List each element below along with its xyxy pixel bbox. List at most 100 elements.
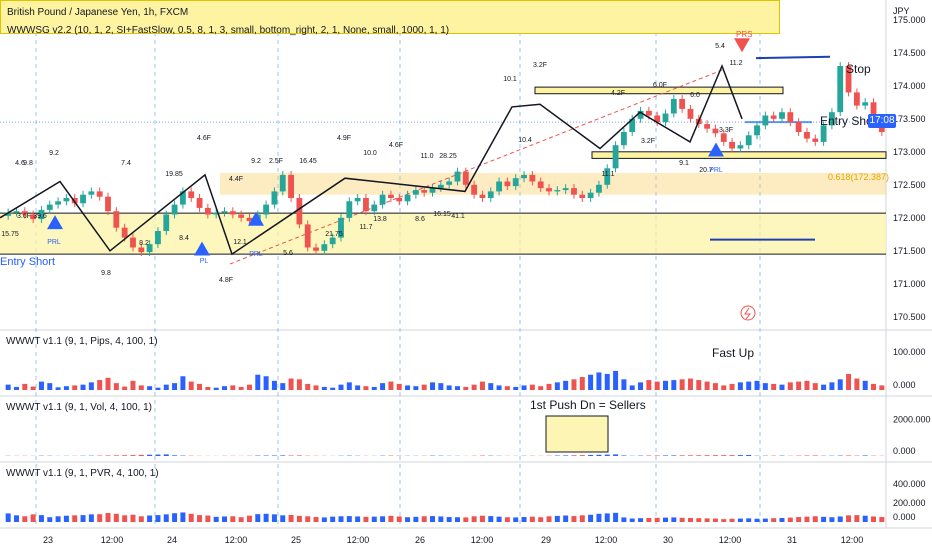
candle-body: [205, 208, 211, 215]
fib-zone: [220, 173, 886, 195]
pips-bar: [463, 387, 468, 390]
pvr-bar: [438, 516, 443, 522]
candle-body: [779, 112, 785, 119]
pips-bar: [829, 382, 834, 390]
pips-bar: [314, 385, 319, 390]
pvr-bar: [413, 517, 418, 522]
candle-body: [579, 195, 585, 198]
vol-pane-title[interactable]: WWWT v1.1 (9, 1, Vol, 4, 100, 1): [6, 402, 152, 413]
pips-bar: [588, 375, 593, 390]
candle-body: [63, 198, 69, 201]
pvr-bar: [6, 513, 11, 522]
pips-bar: [97, 380, 102, 390]
pvr-bar: [779, 518, 784, 522]
pvr-bar: [863, 516, 868, 522]
stop-line: [756, 57, 830, 58]
pvr-bar: [696, 518, 701, 522]
pips-bar: [804, 381, 809, 390]
pvr-bar: [538, 517, 543, 522]
time-tick: 12:00: [471, 535, 494, 545]
wave-label: 4.4F: [229, 176, 243, 183]
vol-bar: [713, 455, 718, 456]
candle-body: [288, 175, 294, 198]
wave-label: 6.0F: [653, 82, 667, 89]
pvr-bar: [97, 514, 102, 522]
pvr-bar: [172, 513, 177, 522]
indicator-legend[interactable]: WWWSG v2.2 (10, 1, 2, SI+FastSlow, 0.5, …: [7, 25, 449, 36]
pips-bar: [413, 386, 418, 390]
vol-bar: [563, 455, 568, 456]
pips-bar: [863, 381, 868, 390]
candle-body: [854, 92, 860, 105]
entry-short-label-left: Entry Short: [0, 256, 55, 268]
candle-body: [621, 132, 627, 145]
pvr-bar: [655, 518, 660, 522]
vol-bar: [297, 455, 302, 456]
pips-bar: [130, 381, 135, 390]
pips-bar: [730, 384, 735, 390]
pips-bar: [22, 384, 27, 390]
candle-body: [521, 175, 527, 178]
candle-body: [862, 102, 868, 105]
pips-bar: [605, 374, 610, 390]
pvr-bar: [347, 516, 352, 522]
pips-bar: [513, 387, 518, 390]
candle-body: [446, 182, 452, 185]
time-tick: 30: [663, 535, 673, 545]
time-tick: 31: [787, 535, 797, 545]
vol-bar: [680, 455, 685, 456]
candle-body: [804, 132, 810, 139]
pvr-bar: [205, 516, 210, 522]
pips-bar: [555, 382, 560, 390]
pvr-bar: [422, 516, 427, 522]
pvr-bar: [197, 515, 202, 522]
candle-body: [238, 215, 244, 218]
wave-label: 9.8: [23, 160, 33, 167]
pips-bar: [779, 385, 784, 390]
pips-pane-title[interactable]: WWWT v1.1 (9, 1, Pips, 4, 100, 1): [6, 336, 158, 347]
candle-body: [47, 205, 53, 210]
candle-body: [571, 188, 577, 195]
pips-bar: [646, 380, 651, 390]
wave-label: 8.6: [415, 216, 425, 223]
pvr-bar: [305, 516, 310, 522]
wave-label: 10.0: [363, 150, 377, 157]
pvr-bar: [571, 516, 576, 522]
wave-label: 7.4: [121, 160, 131, 167]
pvr-bar: [522, 517, 527, 522]
pips-bar: [771, 384, 776, 390]
candle-body: [130, 238, 136, 248]
pips-bar: [871, 384, 876, 390]
pips-bar: [322, 387, 327, 390]
pvr-pane-title[interactable]: WWWT v1.1 (9, 1, PVR, 4, 100, 1): [6, 468, 159, 479]
time-tick: 12:00: [225, 535, 248, 545]
candle-body: [754, 125, 760, 135]
pips-bar: [547, 384, 552, 390]
pips-bar: [6, 385, 11, 390]
pvr-bar: [255, 514, 260, 522]
price-tick: 171.500: [893, 246, 926, 256]
candle-body: [663, 114, 669, 123]
pips-bar: [388, 382, 393, 390]
long-signal-marker: [708, 143, 724, 157]
vol-bar: [721, 455, 726, 456]
pvr-bar: [22, 516, 27, 522]
candle-body: [155, 231, 161, 244]
candle-body: [163, 215, 169, 232]
wave-label: 4.9F: [337, 135, 351, 142]
pips-bar: [164, 385, 169, 390]
candle-body: [596, 185, 602, 193]
pips-bar: [56, 387, 61, 390]
candle-body: [529, 175, 535, 182]
pips-bar: [613, 371, 618, 390]
pips-bar: [139, 385, 144, 390]
candle-body: [313, 248, 319, 251]
candle-body: [296, 198, 302, 224]
wave-label: 5.6: [283, 250, 293, 257]
candle-body: [704, 124, 710, 129]
prl-label: PRL: [249, 251, 263, 258]
symbol-title[interactable]: British Pound / Japanese Yen, 1h, FXCM: [7, 7, 188, 18]
pvr-bar: [721, 519, 726, 522]
pvr-bar: [463, 517, 468, 522]
price-tick: 172.500: [893, 180, 926, 190]
